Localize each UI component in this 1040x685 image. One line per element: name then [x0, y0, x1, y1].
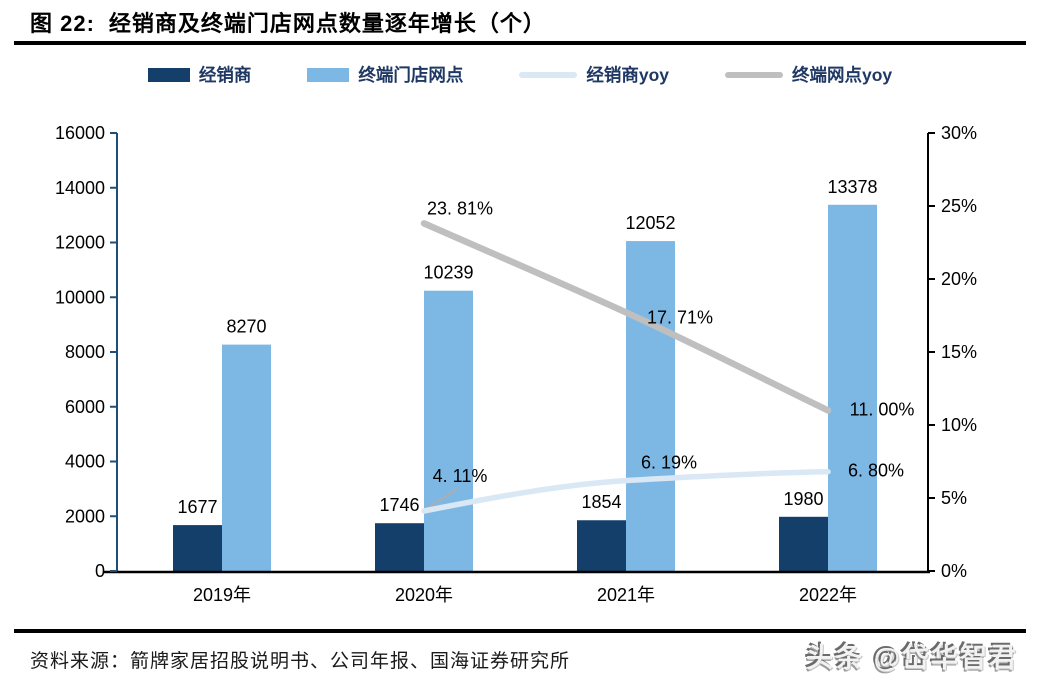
value-label-stores: 12052	[625, 213, 675, 233]
source-row: 资料来源：箭牌家居招股说明书、公司年报、国海证券研究所	[30, 646, 570, 673]
value-label-stores-yoy: 11. 00%	[850, 399, 915, 419]
source-text: 箭牌家居招股说明书、公司年报、国海证券研究所	[130, 651, 571, 672]
left-axis-tick-label: 2000	[65, 506, 105, 526]
bar-dealers-1	[375, 523, 424, 571]
legend-swatch-stores	[307, 67, 350, 82]
value-label-stores: 10239	[423, 263, 473, 283]
bar-stores-0	[222, 344, 271, 571]
value-label-dealers: 1746	[379, 495, 419, 515]
legend-swatch-dealers-yoy	[519, 71, 578, 78]
bar-stores-1	[424, 290, 473, 571]
left-axis-tick-label: 4000	[65, 452, 105, 472]
value-label-stores: 13378	[827, 177, 877, 197]
value-label-dealers-yoy: 6. 19%	[641, 453, 697, 473]
legend-item-dealers-yoy: 经销商yoy	[519, 62, 669, 87]
right-axis-tick-label: 15%	[941, 342, 977, 362]
legend-label-stores-yoy: 终端网点yoy	[792, 65, 893, 85]
left-axis-tick-label: 12000	[55, 233, 105, 253]
bottom-divider	[14, 629, 1026, 633]
bar-dealers-3	[779, 516, 828, 571]
legend-label-dealers: 经销商	[198, 65, 252, 85]
label-leader-line	[425, 488, 458, 510]
watermark: 头条 @岱华智君	[806, 643, 1018, 673]
combo-chart: 0 2000 4000 6000 8000 10000 12000 14000 16000 0% 5…	[55, 123, 977, 605]
x-axis-category-label: 2020年	[395, 585, 453, 605]
legend-label-dealers-yoy: 经销商yoy	[586, 65, 669, 85]
x-axis-category-label: 2019年	[193, 585, 251, 605]
right-axis-tick-label: 0%	[941, 561, 967, 581]
x-axis-category-label: 2022年	[799, 585, 857, 605]
value-label-stores: 8270	[226, 317, 266, 337]
legend-swatch-dealers	[147, 67, 190, 82]
left-axis-tick-label: 14000	[55, 178, 105, 198]
bar-dealers-2	[577, 520, 626, 571]
left-axis-tick-label: 16000	[55, 123, 105, 143]
source-label: 资料来源：	[30, 651, 131, 672]
left-axis-tick-label: 0	[95, 561, 105, 581]
legend-item-stores-yoy: 终端网点yoy	[725, 62, 892, 87]
value-label-dealers: 1980	[783, 489, 823, 509]
bar-stores-3	[828, 204, 877, 571]
legend-item-dealers: 经销商	[147, 62, 252, 87]
legend-swatch-stores-yoy	[725, 71, 783, 78]
right-axis-tick-label: 5%	[941, 488, 967, 508]
right-axis-tick-label: 10%	[941, 415, 977, 435]
value-label-dealers-yoy: 4. 11%	[433, 466, 488, 486]
title-divider	[14, 41, 1026, 45]
right-axis-tick-label: 20%	[941, 269, 977, 289]
value-label-dealers-yoy: 6. 80%	[848, 461, 904, 481]
x-axis-category-label: 2021年	[597, 585, 655, 605]
legend-item-stores: 终端门店网点	[307, 62, 463, 87]
bar-stores-2	[626, 241, 675, 571]
left-axis-tick-label: 8000	[65, 342, 105, 362]
figure-number: 图 22:	[30, 11, 95, 36]
legend-label-stores: 终端门店网点	[358, 65, 464, 85]
bar-dealers-0	[173, 525, 222, 571]
value-label-dealers: 1677	[177, 497, 217, 517]
value-label-stores-yoy: 23. 81%	[427, 198, 493, 218]
right-axis-tick-label: 25%	[941, 196, 977, 216]
left-axis-tick-label: 10000	[55, 287, 105, 307]
chart-legend: 经销商 终端门店网点 经销商yoy 终端网点yoy	[0, 62, 1040, 87]
figure-title-text: 经销商及终端门店网点数量逐年增长（个）	[108, 11, 546, 36]
right-axis-tick-label: 30%	[941, 123, 977, 143]
line-stores-yoy	[420, 220, 832, 414]
value-label-stores-yoy: 17. 71%	[647, 307, 713, 327]
value-label-dealers: 1854	[581, 492, 621, 512]
line-dealers-yoy	[421, 468, 831, 514]
left-axis-tick-label: 6000	[65, 397, 105, 417]
figure-title: 图 22: 经销商及终端门店网点数量逐年增长（个）	[30, 6, 1020, 38]
